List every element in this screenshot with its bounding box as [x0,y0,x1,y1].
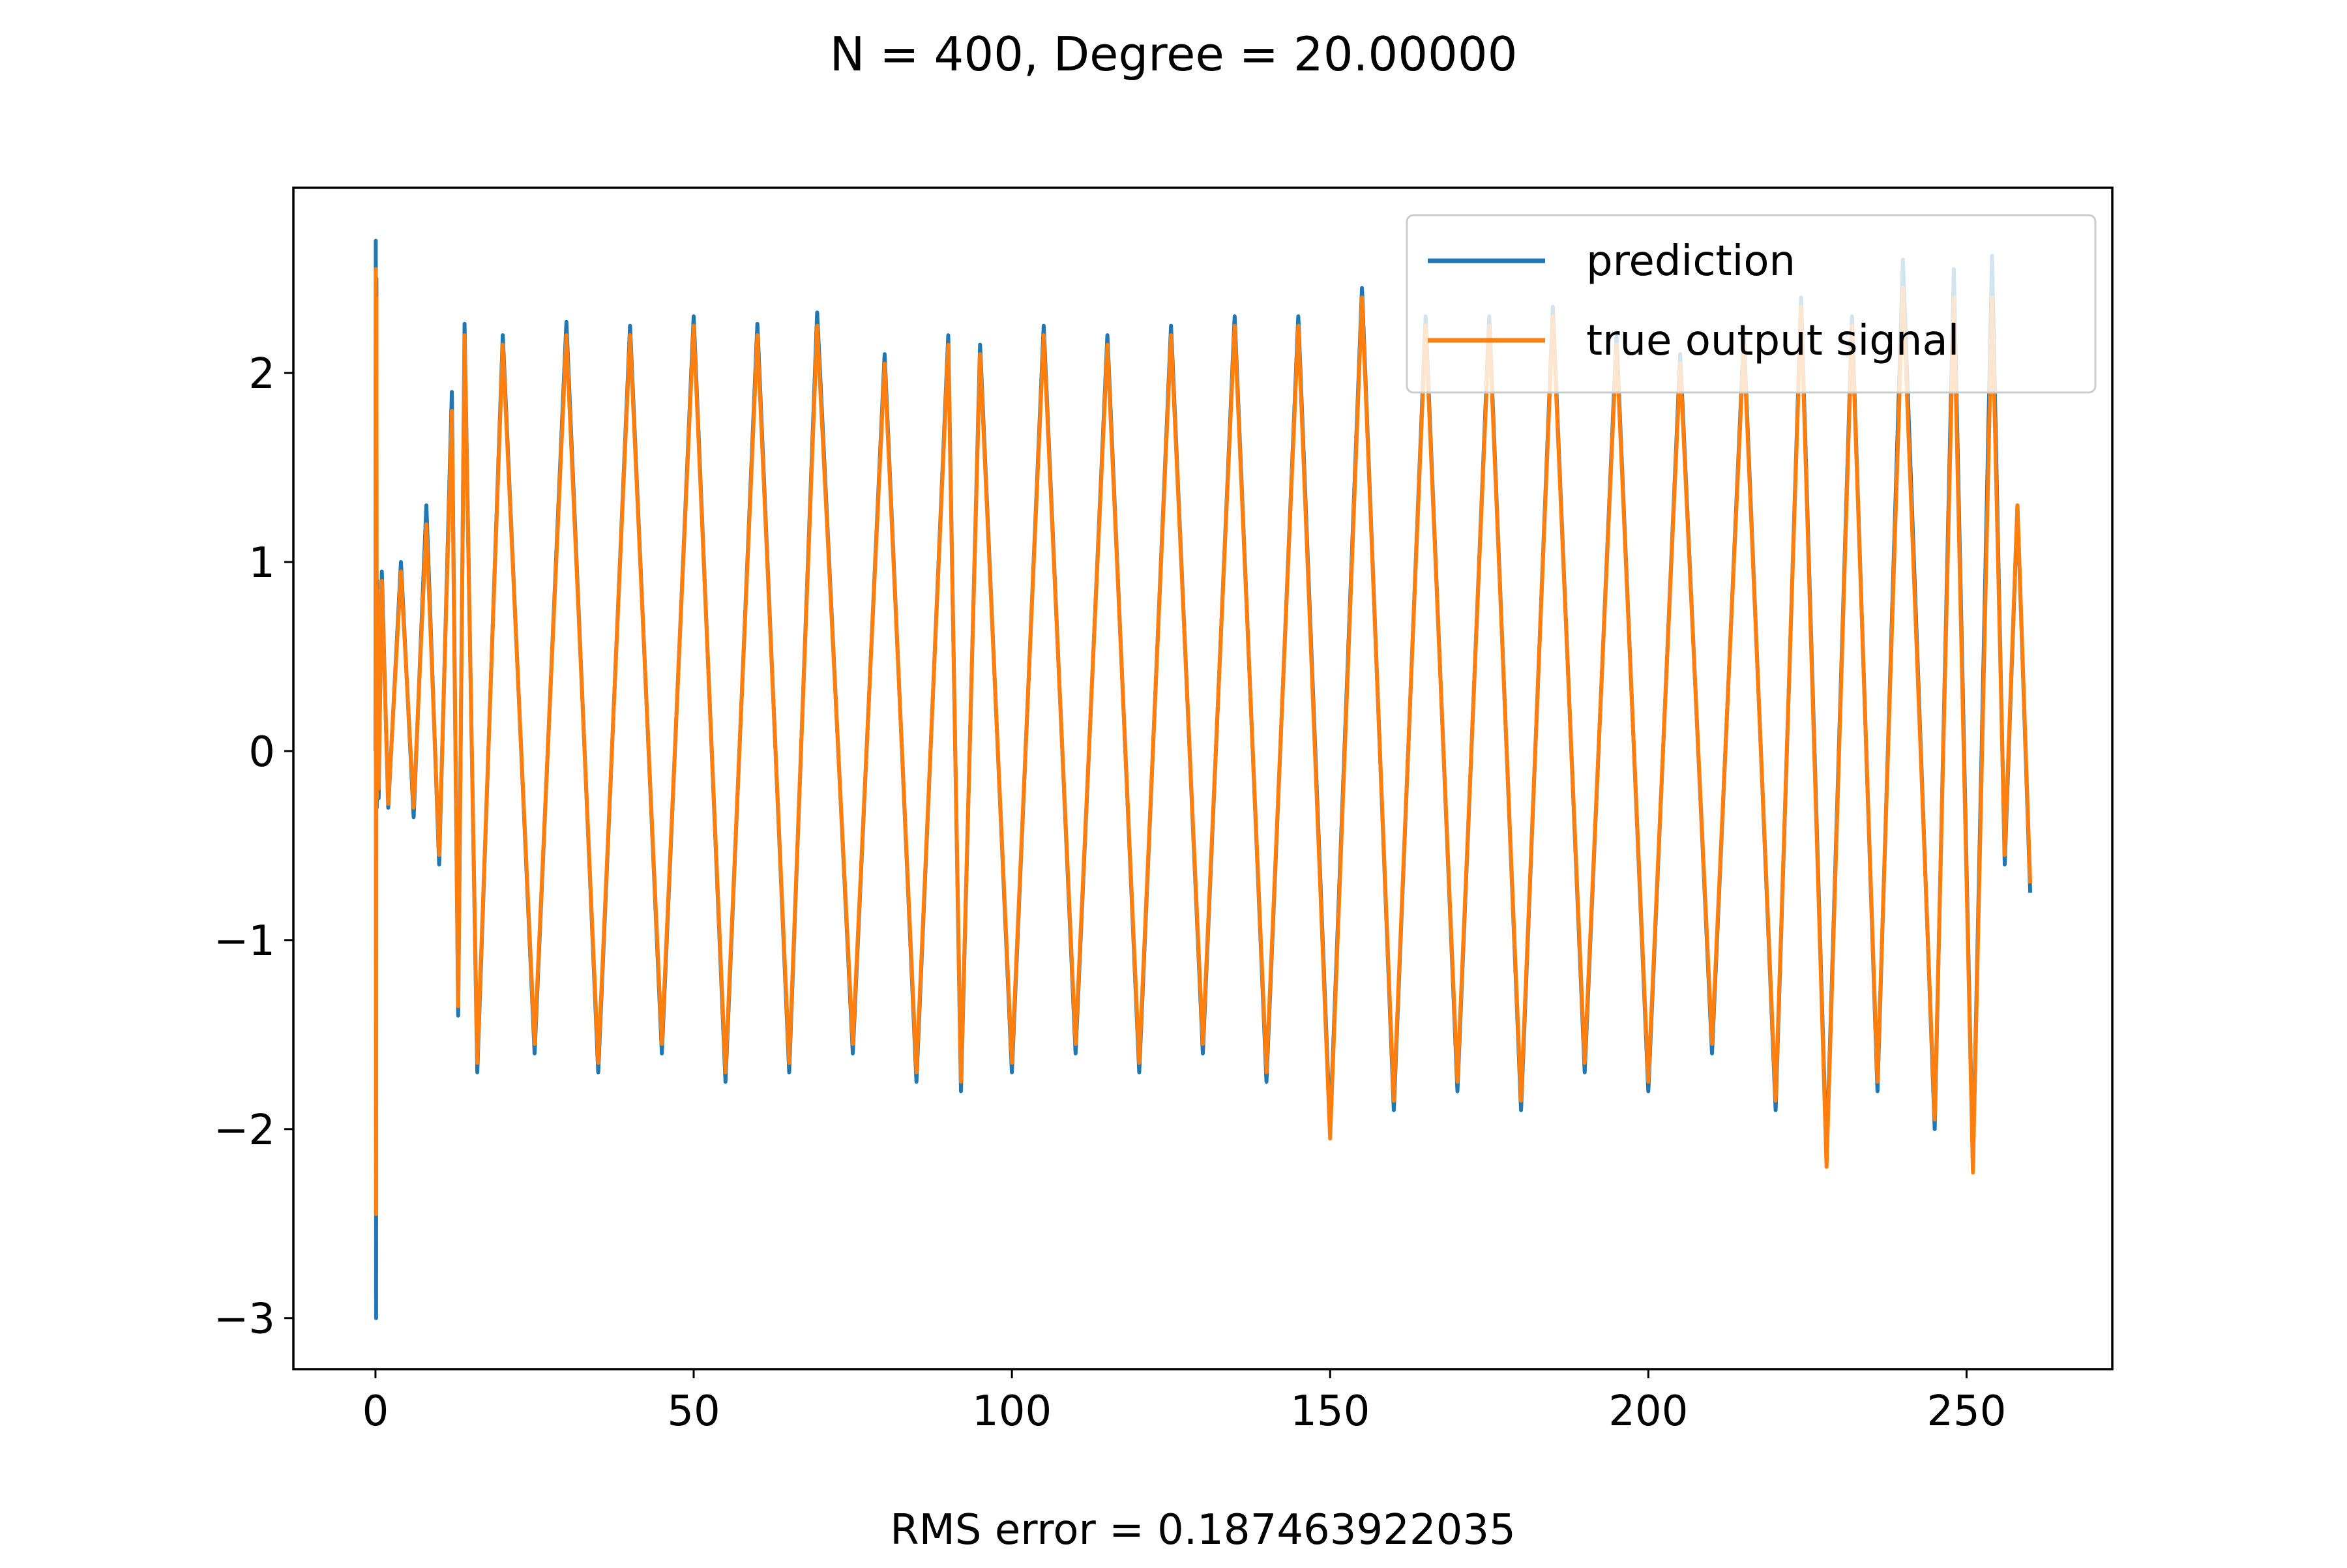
x-tick-label: 250 [1926,1387,2006,1436]
y-tick-label: −2 [214,1106,275,1155]
legend-label: prediction [1586,237,1795,286]
plot-frame [292,186,2114,1370]
legend-box [1406,214,2097,394]
x-tick-label: 0 [362,1387,389,1436]
y-tick-label: 2 [248,350,275,398]
x-tick-label: 50 [667,1387,720,1436]
legend-label: true output signal [1586,317,1959,365]
x-axis-label: RMS error = 0.187463922035 [890,1506,1516,1554]
y-axis: −3 −2 −1 0 1 2 [214,350,293,1344]
y-tick-label: 1 [248,539,275,587]
legend: prediction true output signal [1406,214,2097,394]
x-axis: 0 50 100 150 200 250 [362,1369,2007,1436]
x-tick-label: 100 [972,1387,1052,1436]
x-tick-label: 150 [1290,1387,1370,1436]
series-line-true-output-signal [373,267,2033,1217]
series-layer [373,239,2033,1320]
y-tick-label: −3 [214,1295,275,1344]
x-tick-label: 200 [1608,1387,1688,1436]
y-tick-label: 0 [248,728,275,777]
y-tick-label: −1 [214,917,275,966]
chart-title: N = 400, Degree = 20.00000 [830,27,1518,81]
